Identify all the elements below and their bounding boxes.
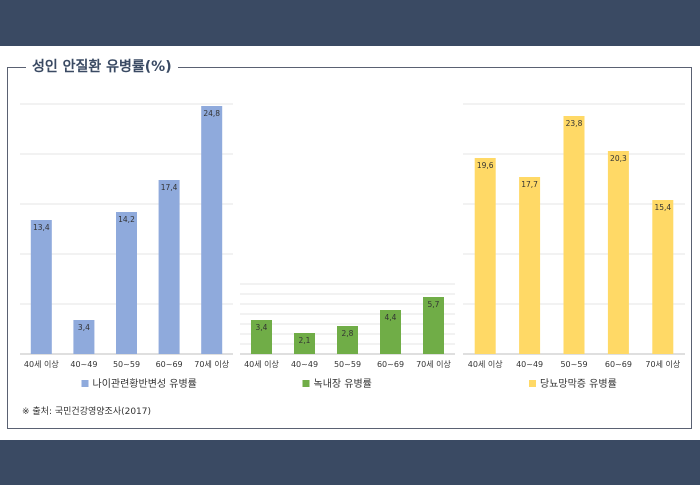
chart-title: 성인 안질환 유병률(%) <box>26 56 178 76</box>
diabetic-retinopathy-bar <box>607 151 629 354</box>
glaucoma-legend-label: 녹내장 유병률 <box>314 378 372 390</box>
diabetic-retinopathy-tick-label: 40~49 <box>516 360 543 369</box>
glaucoma-tick-label: 40세 이상 <box>244 359 279 369</box>
glaucoma-tick-label: 50~59 <box>334 360 361 369</box>
glaucoma-value-label: 2,8 <box>342 329 354 338</box>
glaucoma-legend-swatch <box>302 380 310 387</box>
glaucoma-value-label: 5,7 <box>428 300 440 309</box>
diabetic-retinopathy-bar <box>563 116 585 354</box>
diabetic-retinopathy-tick-label: 40세 이상 <box>468 359 503 369</box>
glaucoma-bar <box>337 326 358 354</box>
diabetic-retinopathy-value-label: 19,6 <box>477 161 494 170</box>
diabetic-retinopathy-tick-label: 50~59 <box>560 360 587 369</box>
amd-tick-label: 70세 이상 <box>194 359 229 369</box>
amd-bar <box>158 180 180 354</box>
glaucoma-value-label: 3,4 <box>256 323 268 332</box>
glaucoma-bar <box>380 310 401 354</box>
diabetic-retinopathy-legend-label: 당뇨망막증 유병률 <box>540 378 617 390</box>
amd-bar <box>201 106 223 354</box>
amd-bar <box>116 212 137 354</box>
amd-value-label: 17,4 <box>161 183 178 192</box>
diabetic-retinopathy-value-label: 23,8 <box>566 119 583 128</box>
amd-legend-swatch <box>81 380 89 387</box>
glaucoma-tick-label: 70세 이상 <box>416 359 451 369</box>
diabetic-retinopathy-value-label: 15,4 <box>654 203 671 212</box>
glaucoma-bar <box>251 320 272 354</box>
chart-panel: 성인 안질환 유병률(%) 13,4 40세 이상 3,4 40~49 14,2 50~5… <box>0 46 700 440</box>
glaucoma-value-label: 2,1 <box>299 336 311 345</box>
glaucoma-value-label: 4,4 <box>385 313 397 322</box>
amd-legend-label: 나이관련황반변성 유병률 <box>93 378 197 390</box>
diabetic-retinopathy-bar <box>474 158 496 354</box>
glaucoma-bar <box>294 333 315 354</box>
diabetic-retinopathy-value-label: 20,3 <box>610 154 627 163</box>
glaucoma-tick-label: 60~69 <box>377 360 404 369</box>
amd-tick-label: 40세 이상 <box>24 359 59 369</box>
chart-canvas: 13,4 40세 이상 3,4 40~49 14,2 50~59 17,4 60~69 24,8… <box>20 103 685 390</box>
diabetic-retinopathy-bar <box>519 177 541 354</box>
amd-tick-label: 40~49 <box>70 360 97 369</box>
diabetic-retinopathy-tick-label: 60~69 <box>605 360 632 369</box>
diabetic-retinopathy-tick-label: 70세 이상 <box>645 359 680 369</box>
diabetic-retinopathy-bar <box>652 200 674 354</box>
amd-tick-label: 50~59 <box>113 360 140 369</box>
amd-value-label: 14,2 <box>118 215 135 224</box>
amd-value-label: 24,8 <box>203 109 220 118</box>
amd-value-label: 13,4 <box>33 223 50 232</box>
amd-bar <box>30 220 52 354</box>
chart-frame <box>7 67 692 429</box>
source-note: ※ 출처: 국민건강영양조사(2017) <box>22 407 152 417</box>
amd-bar <box>73 320 95 354</box>
glaucoma-bar <box>423 297 444 354</box>
amd-tick-label: 60~69 <box>156 360 183 369</box>
glaucoma-tick-label: 40~49 <box>291 360 318 369</box>
diabetic-retinopathy-legend-swatch <box>529 380 536 387</box>
diabetic-retinopathy-value-label: 17,7 <box>521 180 538 189</box>
amd-value-label: 3,4 <box>78 323 90 332</box>
